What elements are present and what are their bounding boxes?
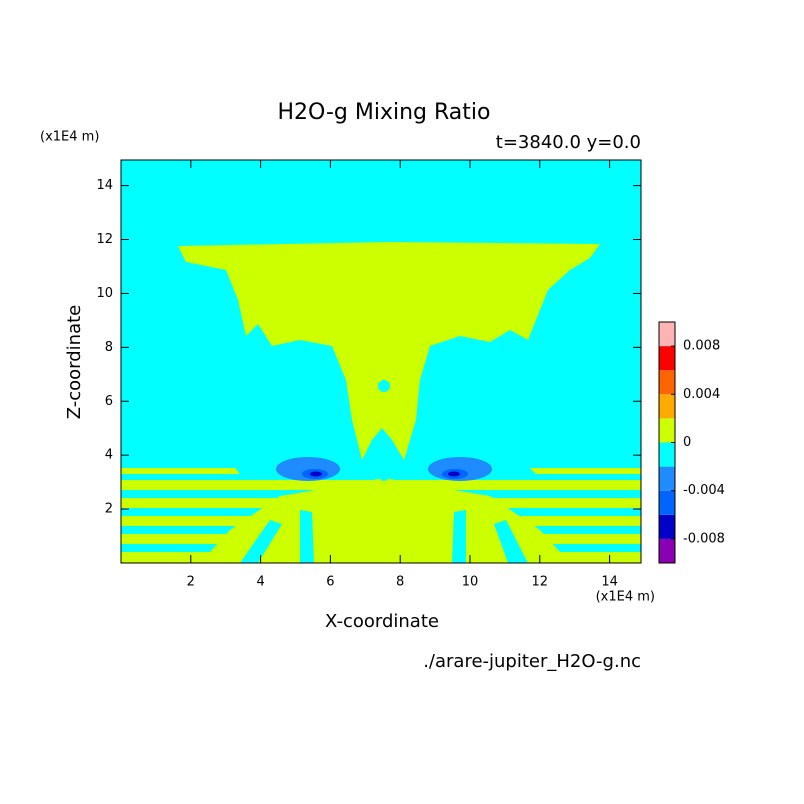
x-unit: (x1E4 m) <box>596 590 655 605</box>
plot-frame <box>120 159 642 564</box>
x-axis-label: X-coordinate <box>325 611 439 632</box>
colorbar-bin <box>659 394 675 419</box>
x-tick-label: 14 <box>601 575 618 590</box>
x-tick-label: 12 <box>532 575 549 590</box>
contour-region <box>310 471 322 477</box>
colorbar-bin <box>659 514 675 539</box>
x-tick-label: 8 <box>396 575 404 590</box>
colorbar-tick-label: 0.008 <box>683 339 720 354</box>
colorbar-bin <box>659 370 675 395</box>
colorbar-tick-label: -0.008 <box>683 531 725 546</box>
colorbar-tick-label: 0 <box>683 435 691 450</box>
contour-region <box>378 380 390 392</box>
contour-region <box>377 459 391 481</box>
contour-region <box>240 510 528 563</box>
y-tick-label: 4 <box>105 448 113 463</box>
y-tick-label: 8 <box>105 340 113 355</box>
colorbar-tick-label: -0.004 <box>683 483 725 498</box>
x-tick-label: 2 <box>187 575 195 590</box>
colorbar-tick-label: 0.004 <box>683 387 720 402</box>
colorbar-bin <box>659 418 675 443</box>
y-axis-label: Z-coordinate <box>64 305 85 420</box>
x-tick-label: 4 <box>256 575 264 590</box>
x-tick-label: 6 <box>326 575 334 590</box>
colorbar-bin <box>659 490 675 515</box>
plot-area <box>120 159 642 564</box>
y-unit: (x1E4 m) <box>40 130 99 145</box>
colorbar-bin <box>659 538 675 563</box>
source-file: ./arare-jupiter_H2O-g.nc <box>423 651 641 672</box>
y-tick-label: 6 <box>105 394 113 409</box>
contour-region <box>178 242 600 460</box>
y-tick-label: 10 <box>96 286 113 301</box>
y-tick-label: 12 <box>96 232 113 247</box>
chart-subtitle: t=3840.0 y=0.0 <box>496 132 641 153</box>
colorbar-bin <box>659 442 675 467</box>
colorbar-bin <box>659 466 675 491</box>
contour-region <box>448 471 460 477</box>
chart-title: H2O-g Mixing Ratio <box>278 100 491 125</box>
x-tick-label: 10 <box>462 575 479 590</box>
y-tick-label: 2 <box>105 502 113 517</box>
colorbar-bin <box>659 322 675 347</box>
y-tick-label: 14 <box>96 178 113 193</box>
colorbar-bin <box>659 346 675 371</box>
